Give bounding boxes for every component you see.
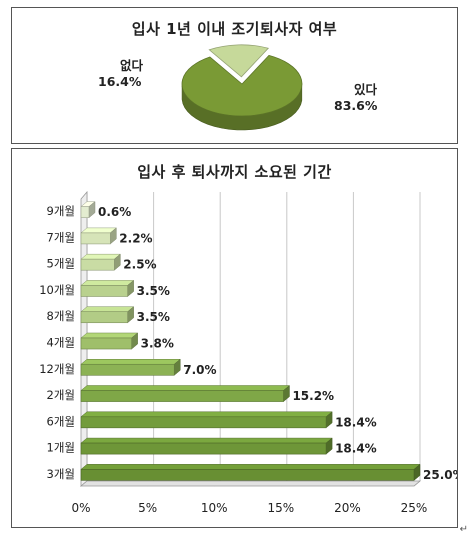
y-category-label: 5개월 (47, 257, 75, 271)
x-tick-label: 25% (401, 501, 428, 515)
y-category-label: 10개월 (39, 283, 75, 297)
bar (80, 279, 135, 298)
pie-label-yes-value: 83.6% (334, 98, 378, 113)
bar (80, 463, 421, 481)
y-category-label: 3개월 (47, 467, 75, 481)
pie-slice-yes (181, 54, 303, 131)
bar-value-label: 3.5% (137, 310, 170, 324)
bar-chart-panel: 입사 후 퇴사까지 소요된 기간 0% 5% 10% 15% 20% 25% 9개월 0.6%… (11, 148, 458, 528)
floor-wall (79, 480, 422, 487)
y-category-label: 2개월 (47, 388, 75, 402)
bar-value-label: 18.4% (335, 442, 377, 456)
bar-value-label: 2.5% (123, 258, 156, 272)
bar-value-label: 25.0% (423, 468, 457, 482)
x-tick-label: 5% (138, 501, 157, 515)
x-tick-label: 0% (71, 501, 90, 515)
x-tick-label: 10% (201, 501, 228, 515)
pie-label-no: 없다 16.4% (98, 58, 143, 90)
bar (80, 306, 135, 324)
pie-label-no-name: 없다 (120, 58, 144, 73)
bar (80, 358, 181, 376)
bar (80, 437, 333, 455)
bar-value-label: 15.2% (292, 389, 334, 403)
pie-label-yes: 있다 83.6% (334, 82, 377, 114)
pie-chart-panel: 입사 1년 이내 조기퇴사자 여부 없다 16.4% 있다 83.6% (11, 7, 458, 144)
y-category-label: 4개월 (47, 336, 75, 350)
y-category-label: 1개월 (47, 441, 75, 455)
x-tick-label: 15% (267, 501, 294, 515)
bar (80, 227, 117, 245)
bar-chart: 0% 5% 10% 15% 20% 25% 9개월 0.6% 7개월 2.2% 5개월 2.5% 10개… (39, 190, 457, 515)
bar-value-label: 3.8% (141, 337, 174, 351)
y-category-label: 12개월 (39, 362, 75, 376)
return-mark: ↵ (459, 524, 468, 535)
bar (80, 332, 139, 350)
bar-value-label: 3.5% (137, 284, 170, 298)
y-category-label: 7개월 (47, 230, 75, 244)
bar (80, 253, 121, 271)
pie-chart-title: 입사 1년 이내 조기퇴사자 여부 (131, 20, 338, 38)
y-category-label: 6개월 (47, 414, 75, 428)
pie-label-no-value: 16.4% (98, 74, 142, 89)
pie-slice-no (208, 44, 270, 78)
bar-chart-title: 입사 후 퇴사까지 소요된 기간 (137, 163, 332, 181)
x-tick-label: 20% (334, 501, 361, 515)
bar-value-label: 7.0% (183, 363, 216, 377)
y-category-label: 8개월 (47, 309, 75, 323)
bar-value-label: 2.2% (119, 231, 152, 245)
bar (80, 201, 96, 219)
bar (80, 411, 333, 429)
pie-chart (181, 44, 303, 131)
bar (80, 384, 291, 403)
pie-label-yes-name: 있다 (354, 82, 378, 97)
bar-value-label: 0.6% (98, 205, 131, 219)
y-category-label: 9개월 (47, 204, 75, 218)
bar-value-label: 18.4% (335, 415, 377, 429)
